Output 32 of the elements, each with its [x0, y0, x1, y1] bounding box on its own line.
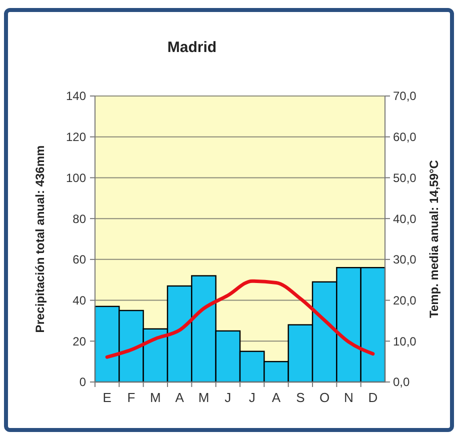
y2-tick-label: 60,0	[393, 130, 417, 144]
y-tick-label: 120	[66, 130, 86, 144]
y-tick-label: 40	[72, 293, 86, 308]
y2-tick-label: 20,0	[393, 293, 417, 308]
x-tick-label: J	[224, 390, 232, 405]
y2-tick-label: 40,0	[393, 212, 417, 226]
x-tick-label: S	[296, 390, 306, 405]
x-tick-label: M	[198, 390, 210, 405]
y-tick-label: 80	[72, 212, 86, 226]
y-tick-label: 0	[79, 375, 86, 390]
y-tick-label: 20	[72, 334, 86, 348]
y2-tick-label: 70,0	[393, 89, 417, 104]
y2-axis-title: Temp. media anual: 14,59°C	[427, 160, 441, 318]
x-tick-label: D	[368, 390, 378, 405]
y-tick-label: 60	[72, 252, 86, 267]
y-tick-label: 140	[66, 89, 86, 104]
x-tick-label: M	[150, 390, 161, 405]
x-tick-label: A	[175, 390, 184, 405]
chart-title: Madrid	[167, 39, 217, 56]
y-tick-label: 100	[66, 170, 86, 185]
x-tick-label: J	[248, 390, 256, 405]
x-tick-label: O	[320, 390, 330, 405]
y-axis-title: Precipitación total anual: 436mm	[33, 145, 47, 333]
x-tick-label: F	[127, 390, 136, 405]
x-tick-label: A	[272, 390, 281, 405]
y2-tick-label: 30,0	[393, 252, 417, 267]
y2-tick-label: 0,0	[393, 375, 410, 390]
x-tick-label: N	[344, 390, 354, 405]
y2-tick-label: 10,0	[393, 334, 417, 348]
x-tick-label: E	[102, 390, 112, 405]
y2-tick-label: 50,0	[393, 170, 417, 185]
line-series	[105, 279, 375, 359]
